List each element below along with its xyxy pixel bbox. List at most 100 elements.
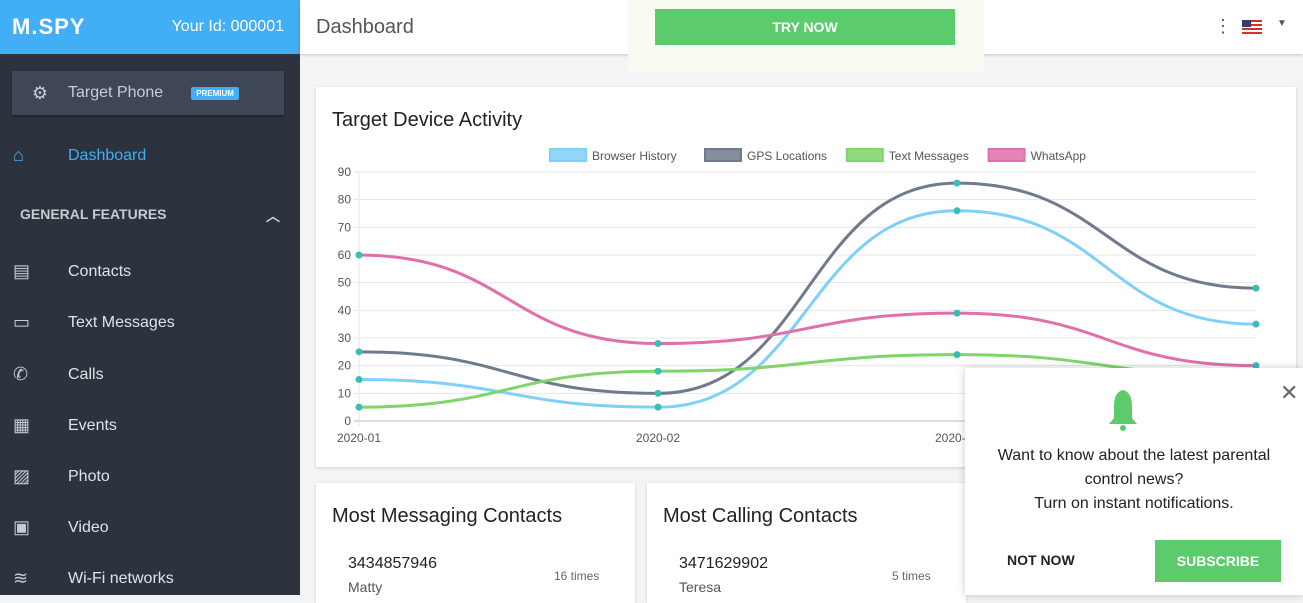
- try-now-button[interactable]: TRY NOW: [655, 9, 955, 45]
- contact-number: 3471629902: [679, 555, 768, 572]
- data-point: [355, 348, 363, 356]
- contact-count: 16 times: [554, 569, 600, 583]
- y-tick-label: 20: [338, 359, 352, 373]
- data-point: [1252, 320, 1260, 328]
- bell-icon: [1109, 390, 1137, 431]
- x-tick-label: 2020-02: [636, 431, 680, 445]
- wifi-icon: ≋: [13, 568, 29, 588]
- calendar-icon: ▦: [13, 415, 31, 435]
- data-point: [654, 389, 662, 397]
- clipboard-icon: ▤: [13, 261, 31, 281]
- sidebar: M.SPY Your Id: 000001 ⚙ Target Phone PRE…: [0, 0, 300, 595]
- contact-name: Teresa: [679, 579, 722, 595]
- data-point: [654, 367, 662, 375]
- data-point: [953, 179, 961, 187]
- data-point: [1252, 362, 1260, 370]
- data-point: [654, 403, 662, 411]
- legend-label: Text Messages: [889, 149, 969, 163]
- series-line: [358, 181, 1257, 395]
- messaging-title: Most Messaging Contacts: [332, 505, 563, 527]
- sidebar-item-dashboard[interactable]: ⌂ Dashboard: [0, 145, 300, 166]
- close-icon[interactable]: ✕: [1280, 380, 1299, 405]
- contact-number: 3434857946: [348, 555, 437, 572]
- sidebar-item-label: Calls: [68, 365, 104, 383]
- y-tick-label: 40: [338, 303, 352, 317]
- data-point: [355, 403, 363, 411]
- top-bar: Dashboard TRY NOW ⋮ ▼: [300, 0, 1303, 72]
- sidebar-item-events[interactable]: ▦ Events: [0, 415, 300, 436]
- data-point: [654, 340, 662, 348]
- data-point: [953, 207, 961, 215]
- y-tick-label: 30: [338, 331, 352, 345]
- phone-icon: ✆: [13, 364, 29, 384]
- y-tick-label: 10: [338, 386, 352, 400]
- sidebar-item-calls[interactable]: ✆ Calls: [0, 364, 300, 385]
- logo[interactable]: M.SPY: [12, 14, 86, 39]
- data-point: [355, 251, 363, 259]
- x-tick-label: 2020-01: [337, 431, 381, 445]
- sidebar-item-wifi[interactable]: ≋ Wi-Fi networks: [0, 568, 300, 589]
- sidebar-item-text-messages[interactable]: ▭ Text Messages: [0, 312, 300, 333]
- brand-bar: M.SPY Your Id: 000001: [0, 0, 300, 54]
- messaging-card: Most Messaging Contacts 3434857946 Matty …: [316, 483, 635, 603]
- activity-title: Target Device Activity: [332, 109, 523, 131]
- section-label: GENERAL FEATURES: [20, 206, 167, 222]
- data-point: [953, 309, 961, 317]
- legend-label: Browser History: [592, 149, 677, 163]
- sidebar-item-label: Contacts: [68, 262, 132, 280]
- popup-message: Want to know about the latest parental c…: [997, 447, 1271, 488]
- general-features-toggle[interactable]: GENERAL FEATURES ︿: [20, 206, 280, 226]
- page-title: Dashboard: [316, 16, 414, 38]
- calling-title: Most Calling Contacts: [663, 505, 858, 527]
- sidebar-item-label: Video: [68, 518, 109, 536]
- legend-label: WhatsApp: [1031, 149, 1087, 163]
- message-icon: ▭: [13, 312, 31, 332]
- contact-row[interactable]: 3471629902 Teresa: [679, 555, 768, 595]
- data-point: [355, 376, 363, 383]
- legend-swatch: [987, 148, 1026, 162]
- calling-card: Most Calling Contacts 3471629902 Teresa 5…: [647, 483, 966, 603]
- legend-swatch: [704, 148, 742, 162]
- contact-count: 5 times: [892, 569, 931, 583]
- activity-card: Target Device Activity 0 10 20 30 40 50 60 70 80…: [316, 87, 1296, 467]
- legend-label: GPS Locations: [747, 149, 827, 163]
- y-tick-label: 70: [338, 220, 352, 234]
- legend-swatch: [845, 148, 884, 162]
- y-tick-label: 80: [338, 193, 352, 207]
- sidebar-item-label: Text Messages: [68, 313, 175, 331]
- y-tick-label: 90: [338, 165, 352, 179]
- more-vert-icon[interactable]: ⋮: [1214, 16, 1232, 36]
- user-id: Your Id: 000001: [171, 18, 284, 35]
- sidebar-item-label: Events: [68, 416, 117, 434]
- sidebar-item-label: Photo: [68, 467, 110, 485]
- phone-settings-icon: ⚙: [31, 82, 49, 103]
- y-tick-label: 0: [344, 414, 351, 428]
- y-tick-label: 60: [338, 248, 352, 262]
- contact-row[interactable]: 3434857946 Matty: [348, 555, 437, 595]
- sidebar-item-photo[interactable]: ▨ Photo: [0, 466, 300, 487]
- series-line: [358, 253, 1257, 368]
- target-phone-label: Target Phone: [68, 84, 164, 101]
- notification-popup: ✕ Want to know about the latest parental…: [965, 368, 1303, 595]
- premium-badge: PREMIUM: [191, 86, 239, 100]
- data-point: [1252, 284, 1260, 292]
- sidebar-item-label: Dashboard: [68, 146, 147, 164]
- sidebar-item-label: Wi-Fi networks: [68, 569, 174, 587]
- not-now-button[interactable]: NOT NOW: [1007, 552, 1075, 568]
- film-icon: ▣: [13, 517, 31, 537]
- target-phone-button[interactable]: ⚙ Target Phone PREMIUM: [12, 71, 284, 115]
- popup-submessage: Turn on instant notifications.: [1034, 495, 1234, 512]
- sidebar-item-video[interactable]: ▣ Video: [0, 517, 300, 538]
- us-flag-icon[interactable]: [1242, 20, 1262, 34]
- series-line: [358, 209, 1257, 409]
- series-line: [358, 353, 1257, 409]
- sidebar-item-contacts[interactable]: ▤ Contacts: [0, 261, 300, 282]
- data-point: [953, 351, 961, 359]
- subscribe-button[interactable]: SUBSCRIBE: [1155, 540, 1281, 582]
- caret-down-icon[interactable]: ▼: [1277, 18, 1287, 29]
- contact-name: Matty: [348, 579, 383, 595]
- chevron-up-icon: ︿: [266, 208, 280, 224]
- legend-swatch: [549, 148, 587, 162]
- promo-area: TRY NOW: [628, 0, 984, 72]
